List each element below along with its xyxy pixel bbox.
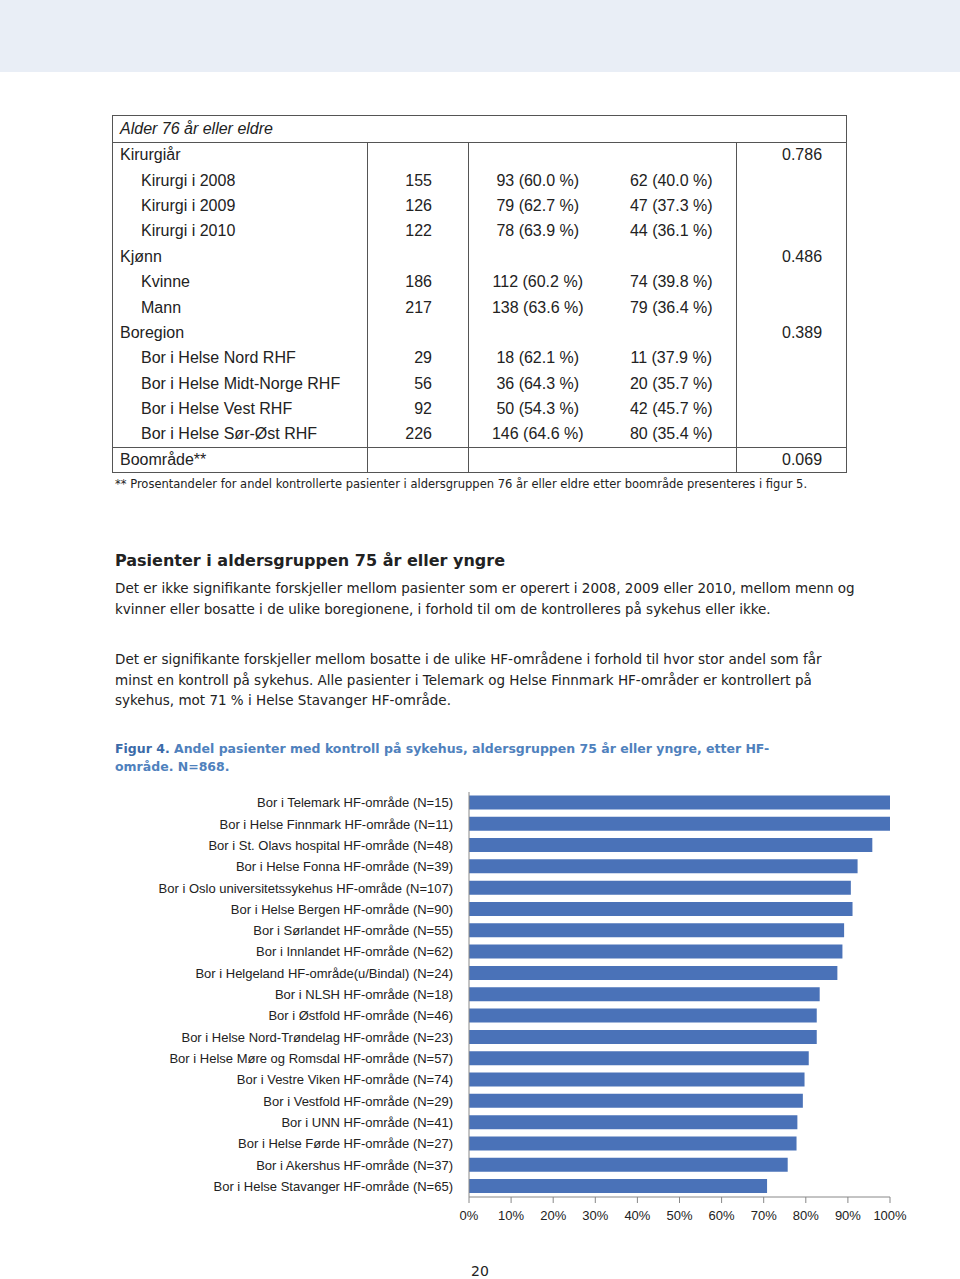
html-text:186: 186 <box>405 273 432 291</box>
html-text:18 (62.1 %): 18 (62.1 %) <box>496 349 580 367</box>
svg-text:Bor i Sørlandet HF-område (N=5: Bor i Sørlandet HF-område (N=55) <box>253 923 453 938</box>
svg-text:80%: 80% <box>793 1208 819 1223</box>
html-text:56: 56 <box>414 374 432 392</box>
html-text:Bor i Helse Midt-Norge RHF: Bor i Helse Midt-Norge RHF <box>141 374 341 392</box>
html-text:112 (60.2 %): 112 (60.2 %) <box>492 273 583 291</box>
svg-text:Bor i Helse Møre og Romsdal HF: Bor i Helse Møre og Romsdal HF-område (N… <box>169 1051 453 1066</box>
html-text:74 (39.8 %): 74 (39.8 %) <box>629 273 713 291</box>
html-text:Kirurgiår: Kirurgiår <box>120 146 181 164</box>
svg-text:Bor i Vestfold HF-område (N=29: Bor i Vestfold HF-område (N=29) <box>263 1094 453 1109</box>
svg-text:Bor i Helse Finnmark HF-område: Bor i Helse Finnmark HF-område (N=11) <box>220 817 453 832</box>
svg-text:100%: 100% <box>873 1208 907 1223</box>
html-text:Bor i Helse Vest RHF: Bor i Helse Vest RHF <box>141 400 293 418</box>
html-text:** Prosentandeler for andel ko: ** Prosentandeler for andel kontrollerte… <box>115 477 808 491</box>
html-text:Bor i Helse Sør-Øst RHF: Bor i Helse Sør-Øst RHF <box>141 425 317 443</box>
html-text:Kirurgi i 2009: Kirurgi i 2009 <box>141 197 236 214</box>
html-text:62 (40.0 %): 62 (40.0 %) <box>629 171 713 189</box>
html-text:Det er signifikante forskjelle: Det er signifikante forskjeller mellom b… <box>115 651 822 708</box>
html-text:126: 126 <box>405 197 432 214</box>
html-text:93 (60.0 %): 93 (60.0 %) <box>496 171 580 189</box>
svg-text:Bor i Helse Fonna HF-område (N: Bor i Helse Fonna HF-område (N=39) <box>236 859 453 874</box>
html-text:79 (62.7 %): 79 (62.7 %) <box>496 197 580 214</box>
html-text:0.486: 0.486 <box>782 247 822 265</box>
html-text:Mann: Mann <box>141 298 181 316</box>
svg-text:Bor i Helse Nord-Trøndelag HF-: Bor i Helse Nord-Trøndelag HF-område (N=… <box>181 1030 453 1045</box>
html-text:50 (54.3 %): 50 (54.3 %) <box>496 400 580 418</box>
svg-text:90%: 90% <box>835 1208 861 1223</box>
html-text:Det er ikke signifikante forsk: Det er ikke signifikante forskjeller mel… <box>115 580 855 617</box>
svg-text:Bor i Telemark HF-område (N=15: Bor i Telemark HF-område (N=15) <box>257 795 453 810</box>
html-text:44 (36.1 %): 44 (36.1 %) <box>629 222 713 240</box>
html-text:80 (35.4 %): 80 (35.4 %) <box>629 425 713 443</box>
html-text:0.389: 0.389 <box>782 323 822 341</box>
svg-text:Bor i Helse Bergen HF-område (: Bor i Helse Bergen HF-område (N=90) <box>231 902 453 917</box>
html-text:78 (63.9 %): 78 (63.9 %) <box>496 222 580 240</box>
svg-text:Bor i Helse Førde HF-område (N: Bor i Helse Førde HF-område (N=27) <box>238 1136 453 1151</box>
html-text:79 (36.4 %): 79 (36.4 %) <box>629 298 713 316</box>
html-text:Kjønn: Kjønn <box>120 247 162 265</box>
html-text:Boregion: Boregion <box>120 323 184 341</box>
html-text:155: 155 <box>405 171 432 189</box>
html-text:Alder 76 år eller eldre: Alder 76 år eller eldre <box>120 120 273 137</box>
html-text:146 (64.6 %): 146 (64.6 %) <box>491 425 584 443</box>
svg-text:Bor i NLSH HF-område (N=18): Bor i NLSH HF-område (N=18) <box>275 987 453 1002</box>
svg-text:Bor i Helgeland HF-område(u/Bi: Bor i Helgeland HF-område(u/Bindal) (N=2… <box>195 966 453 981</box>
svg-text:Bor i Akershus HF-område (N=37: Bor i Akershus HF-område (N=37) <box>256 1158 453 1173</box>
html-text:Bor i Helse Nord RHF: Bor i Helse Nord RHF <box>141 349 296 367</box>
html-text:Figur 4. Andel pasienter med k: Figur 4. Andel pasienter med kontroll på… <box>115 741 770 774</box>
html-text:226: 226 <box>405 425 432 443</box>
html-text:20: 20 <box>471 1263 489 1279</box>
svg-text:Bor i St. Olavs hospital HF-om: Bor i St. Olavs hospital HF-område (N=48… <box>208 838 453 853</box>
html-text:Kirurgi i 2008: Kirurgi i 2008 <box>141 171 236 189</box>
html-text:20 (35.7 %): 20 (35.7 %) <box>629 374 713 392</box>
html-text:122: 122 <box>405 222 432 240</box>
html-text:0.069: 0.069 <box>782 450 822 468</box>
svg-text:Bor i Helse Stavanger HF-områd: Bor i Helse Stavanger HF-område (N=65) <box>213 1179 453 1194</box>
html-text:36 (64.3 %): 36 (64.3 %) <box>496 374 580 392</box>
html-text:11 (37.9 %): 11 (37.9 %) <box>630 349 712 367</box>
svg-text:Bor i Oslo universitetssykehus: Bor i Oslo universitetssykehus HF-område… <box>159 881 453 896</box>
svg-text:50%: 50% <box>666 1208 692 1223</box>
html-text:138 (63.6 %): 138 (63.6 %) <box>491 298 584 316</box>
html-text:Kirurgi i 2010: Kirurgi i 2010 <box>141 222 236 240</box>
svg-text:70%: 70% <box>751 1208 777 1223</box>
html-text:217: 217 <box>405 298 432 316</box>
html-text:92: 92 <box>414 400 432 418</box>
svg-text:10%: 10% <box>498 1208 524 1223</box>
html-text:47 (37.3 %): 47 (37.3 %) <box>629 197 713 214</box>
html-text:Boområde**: Boområde** <box>120 450 207 468</box>
svg-text:20%: 20% <box>540 1208 566 1223</box>
svg-text:Bor i UNN HF-område (N=41): Bor i UNN HF-område (N=41) <box>281 1115 453 1130</box>
svg-text:Bor i Østfold HF-område (N=46): Bor i Østfold HF-område (N=46) <box>268 1008 453 1023</box>
html-text:0.786: 0.786 <box>782 146 822 164</box>
html-text:Pasienter i aldersgruppen 75 å: Pasienter i aldersgruppen 75 år eller yn… <box>115 551 506 570</box>
html-text:42 (45.7 %): 42 (45.7 %) <box>629 400 713 418</box>
svg-text:40%: 40% <box>624 1208 650 1223</box>
svg-text:Bor i Innlandet HF-område (N=6: Bor i Innlandet HF-område (N=62) <box>256 944 453 959</box>
html-text:29: 29 <box>414 349 432 367</box>
svg-text:60%: 60% <box>709 1208 735 1223</box>
svg-text:30%: 30% <box>582 1208 608 1223</box>
html-text:Kvinne: Kvinne <box>141 273 190 291</box>
svg-text:0%: 0% <box>460 1208 479 1223</box>
svg-text:Bor i Vestre Viken HF-område (: Bor i Vestre Viken HF-område (N=74) <box>237 1072 453 1087</box>
